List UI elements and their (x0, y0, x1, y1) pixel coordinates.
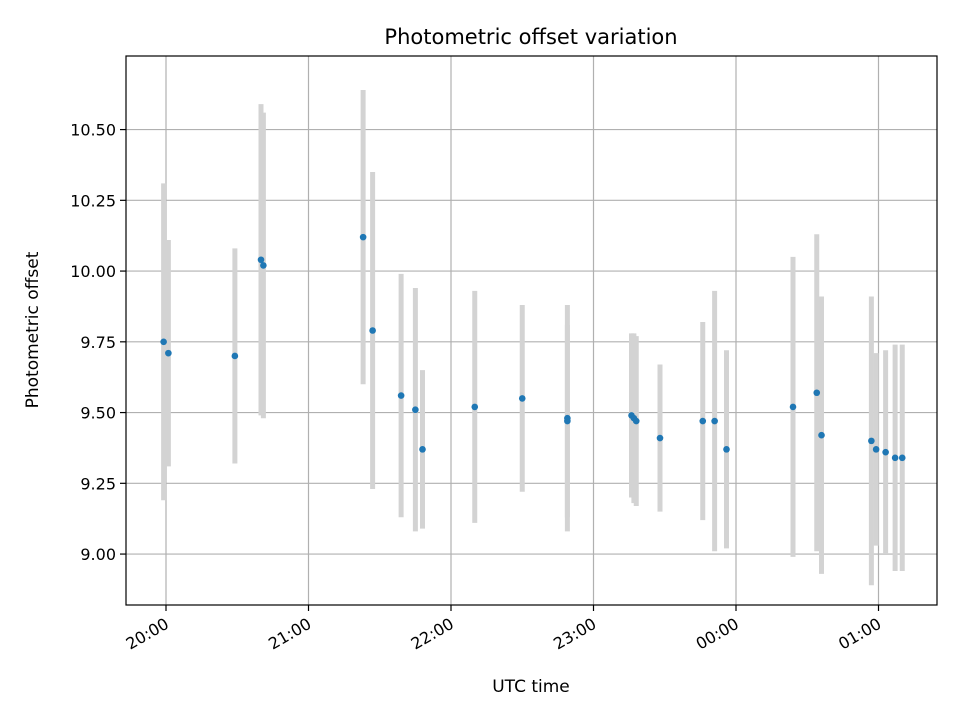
data-point (882, 448, 889, 456)
data-points (160, 233, 906, 462)
data-point (868, 437, 875, 445)
data-point (699, 417, 707, 425)
y-tick-label: 9.75 (80, 333, 116, 352)
data-point (632, 417, 640, 425)
data-point (818, 431, 825, 439)
y-tick-label: 9.25 (80, 474, 116, 493)
y-tick-label: 10.00 (70, 262, 116, 281)
data-point (471, 403, 479, 411)
data-point (711, 417, 718, 425)
data-point (898, 454, 906, 462)
data-point (419, 446, 426, 453)
chart-title: Photometric offset variation (384, 25, 677, 49)
data-point (564, 417, 571, 425)
data-point (891, 454, 899, 462)
data-point (260, 262, 267, 269)
data-point (518, 395, 526, 402)
data-point (160, 338, 167, 346)
data-point (656, 434, 664, 442)
data-point (397, 392, 405, 399)
data-point (257, 256, 265, 264)
data-point (813, 389, 821, 397)
data-point (412, 406, 419, 414)
data-point (723, 446, 730, 453)
data-point (369, 327, 376, 334)
data-point (231, 352, 239, 360)
y-tick-label: 9.00 (80, 545, 116, 564)
y-tick-label: 10.25 (70, 191, 116, 210)
data-point (359, 233, 367, 241)
y-tick-label: 10.50 (70, 121, 116, 140)
axes-frame (125, 55, 938, 606)
y-tick-label: 9.50 (80, 404, 116, 423)
data-point (789, 403, 797, 411)
data-point (872, 446, 880, 453)
y-axis-label: Photometric offset (23, 251, 43, 408)
x-axis-label: UTC time (492, 677, 570, 697)
data-point (165, 349, 172, 357)
